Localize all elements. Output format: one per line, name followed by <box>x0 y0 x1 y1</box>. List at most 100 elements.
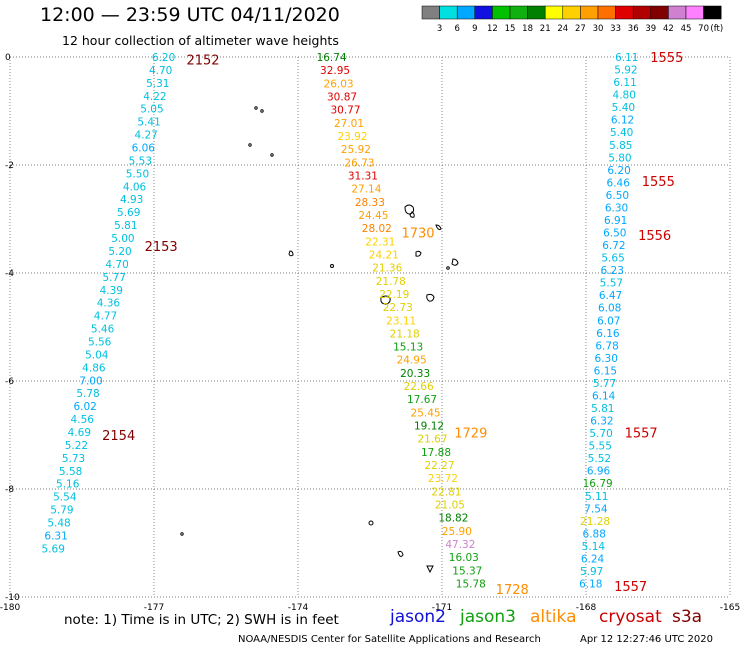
wave-height-value: 5.48 <box>47 518 70 530</box>
wave-height-value: 6.32 <box>590 416 613 428</box>
island <box>435 224 442 230</box>
x-tick-label: -177 <box>144 603 164 613</box>
wave-height-value: 18.82 <box>438 513 468 525</box>
wave-height-value: 6.07 <box>597 315 620 327</box>
wave-height-value: 21.36 <box>372 263 402 275</box>
wave-height-value: 23.11 <box>386 315 416 327</box>
y-tick-label: -10 <box>5 593 20 603</box>
colorbar-tick-label: 18 <box>522 24 533 34</box>
wave-height-value: 19.12 <box>414 421 444 433</box>
map-subtitle: 12 hour collection of altimeter wave hei… <box>62 33 339 48</box>
wave-height-value: 5.57 <box>600 278 623 290</box>
colorbar-tick-label: 39 <box>645 24 656 34</box>
wave-height-value: 5.77 <box>593 378 616 390</box>
wave-height-value: 5.69 <box>42 543 65 555</box>
wave-height-value: 28.33 <box>355 197 385 209</box>
wave-height-value: 24.21 <box>369 249 399 261</box>
wave-height-value: 5.79 <box>50 505 73 517</box>
island <box>260 109 264 113</box>
wave-height-value: 6.16 <box>596 328 620 340</box>
wave-height-value: 6.15 <box>594 365 617 377</box>
wave-height-value: 4.36 <box>97 298 121 310</box>
credit-timestamp: Apr 12 12:27:46 UTC 2020 <box>580 634 713 645</box>
wave-height-value: 5.31 <box>146 78 169 90</box>
wave-height-value: 32.95 <box>320 65 350 77</box>
island <box>330 264 334 268</box>
wave-height-value: 5.65 <box>601 253 624 265</box>
wave-height-value: 6.31 <box>44 530 67 542</box>
colorbar-tick-label: 12 <box>487 24 498 34</box>
wave-height-value: 5.85 <box>609 140 632 152</box>
wave-height-value: 21.05 <box>435 500 465 512</box>
lat-lon-grid: -180 -177 -174 -171 -168 -165 0 -2 -4 -6 -8 -10 <box>0 53 740 613</box>
wave-height-value: 5.81 <box>591 403 614 415</box>
pass-time-label: 2153 <box>145 240 178 255</box>
wave-height-value: 17.88 <box>421 447 451 459</box>
colorbar-tick-label: 3 <box>437 24 442 34</box>
wave-height-value: 5.77 <box>103 272 126 284</box>
y-tick-label: -4 <box>5 269 14 279</box>
wave-height-value: 6.72 <box>602 240 625 252</box>
wave-height-value: 6.50 <box>603 228 626 240</box>
colorbar-tick-label: 70 <box>698 24 709 34</box>
wave-height-value: 5.69 <box>117 207 140 219</box>
wave-height-value: 24.45 <box>358 210 388 222</box>
wave-height-value: 6.96 <box>587 466 611 478</box>
wave-height-value: 5.54 <box>53 492 77 504</box>
wave-height-value: 6.14 <box>592 390 616 402</box>
colorbar-tick-label: 45 <box>681 24 692 34</box>
wave-height-value: 17.67 <box>407 394 437 406</box>
wave-height-value: 26.03 <box>324 78 354 90</box>
y-tick-label: -6 <box>5 377 14 387</box>
wave-height-value: 22.73 <box>383 302 413 314</box>
island <box>409 211 415 218</box>
wave-height-value: 21.67 <box>417 434 447 446</box>
wave-height-value: 22.27 <box>424 460 454 472</box>
colorbar-unit: (ft) <box>710 24 723 34</box>
wave-height-value: 6.23 <box>601 265 624 277</box>
colorbar-tick-label: 42 <box>663 24 674 34</box>
island <box>288 250 294 257</box>
wave-height-value: 6.30 <box>595 353 618 365</box>
wave-height-value: 27.14 <box>351 184 381 196</box>
legend-jason3: jason3 <box>460 607 516 627</box>
colorbar-legend: 3 6 9 12 15 18 21 24 27 30 33 36 39 42 45 70 (ft) <box>421 5 723 34</box>
wave-height-value: 6.50 <box>606 190 629 202</box>
wave-height-value: 7.54 <box>584 503 608 515</box>
pass-time-label: 2152 <box>186 54 219 69</box>
pass-time-label: 1728 <box>496 583 529 598</box>
island <box>180 532 184 536</box>
wave-height-value: 15.37 <box>452 565 482 577</box>
wave-height-value: 4.93 <box>120 194 143 206</box>
wave-height-value: 5.14 <box>582 541 606 553</box>
pass-time-label: 1555 <box>642 175 675 190</box>
wave-height-value: 26.73 <box>344 157 374 169</box>
wave-height-value: 5.05 <box>140 104 163 116</box>
wave-height-value: 16.79 <box>583 478 613 490</box>
wave-height-value: 4.77 <box>94 311 117 323</box>
credit-organization: NOAA/NESDIS Center for Satellite Applica… <box>238 634 541 645</box>
wave-height-value: 6.91 <box>604 215 627 227</box>
wave-height-value: 6.02 <box>73 401 96 413</box>
island <box>248 143 252 147</box>
y-tick-label: -2 <box>5 161 14 171</box>
wave-height-value: 5.73 <box>62 453 85 465</box>
pass-time-label: 1555 <box>650 51 683 66</box>
colorbar-tick-label: 33 <box>610 24 621 34</box>
wave-height-value: 47.32 <box>445 539 475 551</box>
wave-height-value: 5.50 <box>126 168 149 180</box>
colorbar-tick-label: 9 <box>472 24 477 34</box>
island <box>254 106 258 110</box>
wave-height-value: 5.78 <box>76 388 99 400</box>
wave-height-value: 6.30 <box>605 202 628 214</box>
wave-height-value: 21.28 <box>580 516 610 528</box>
islands <box>180 106 459 574</box>
wave-height-value: 6.78 <box>595 340 618 352</box>
wave-height-value: 4.69 <box>68 427 91 439</box>
wave-height-value: 5.92 <box>614 65 637 77</box>
wave-height-value: 23.72 <box>428 473 458 485</box>
wave-height-value: 5.40 <box>610 127 633 139</box>
wave-height-value: 30.77 <box>330 105 360 117</box>
legend-jason2: jason2 <box>390 607 446 627</box>
wave-height-value: 5.22 <box>65 440 88 452</box>
